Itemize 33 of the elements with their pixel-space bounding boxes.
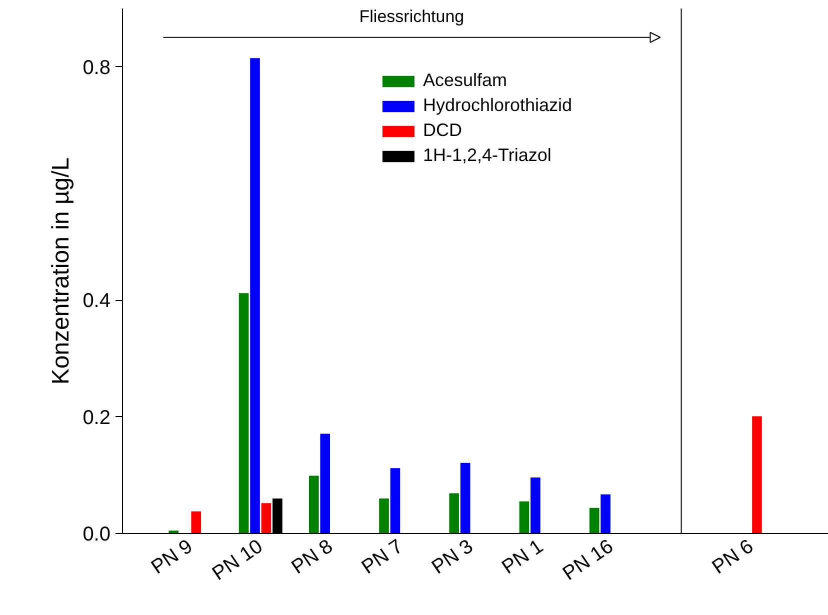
bar [530,478,540,534]
y-tick-label: 0.0 [82,524,111,546]
y-axis-title: Konzentration in µg/L [48,157,75,385]
x-tick-label: PN 16 [559,535,618,585]
y-tick-label: 0.4 [82,290,111,312]
x-tick-label: PN 6 [708,535,758,579]
bar [379,498,389,534]
x-tick-label: PN 9 [148,535,197,579]
bar [449,493,460,534]
bar [519,501,530,534]
bar [752,416,762,534]
y-tick-label: 0.8 [82,56,111,79]
x-tick-label: PN 10 [208,535,267,585]
x-tick-label: PN 3 [428,535,478,579]
x-tick-label: PN 7 [358,535,408,579]
x-tick-label: PN 1 [498,535,548,579]
bar [460,462,470,534]
x-tick-label: PN 8 [288,535,337,579]
bar [191,511,202,534]
legend-label: Hydrochlorothiazid [422,95,572,116]
bar [261,503,272,534]
legend-label: DCD [422,120,462,141]
bar [589,508,600,534]
bar [308,476,319,534]
bar [600,494,610,534]
bar [390,468,400,534]
legend-label: Acesulfam [422,70,508,91]
bar [320,434,330,534]
legend-label: 1H-1,2,4-Triazol [422,145,552,166]
annotation: Fliessrichtung [359,6,464,26]
bar [238,293,249,534]
y-tick-label: 0.2 [82,406,111,429]
bar [250,58,260,534]
